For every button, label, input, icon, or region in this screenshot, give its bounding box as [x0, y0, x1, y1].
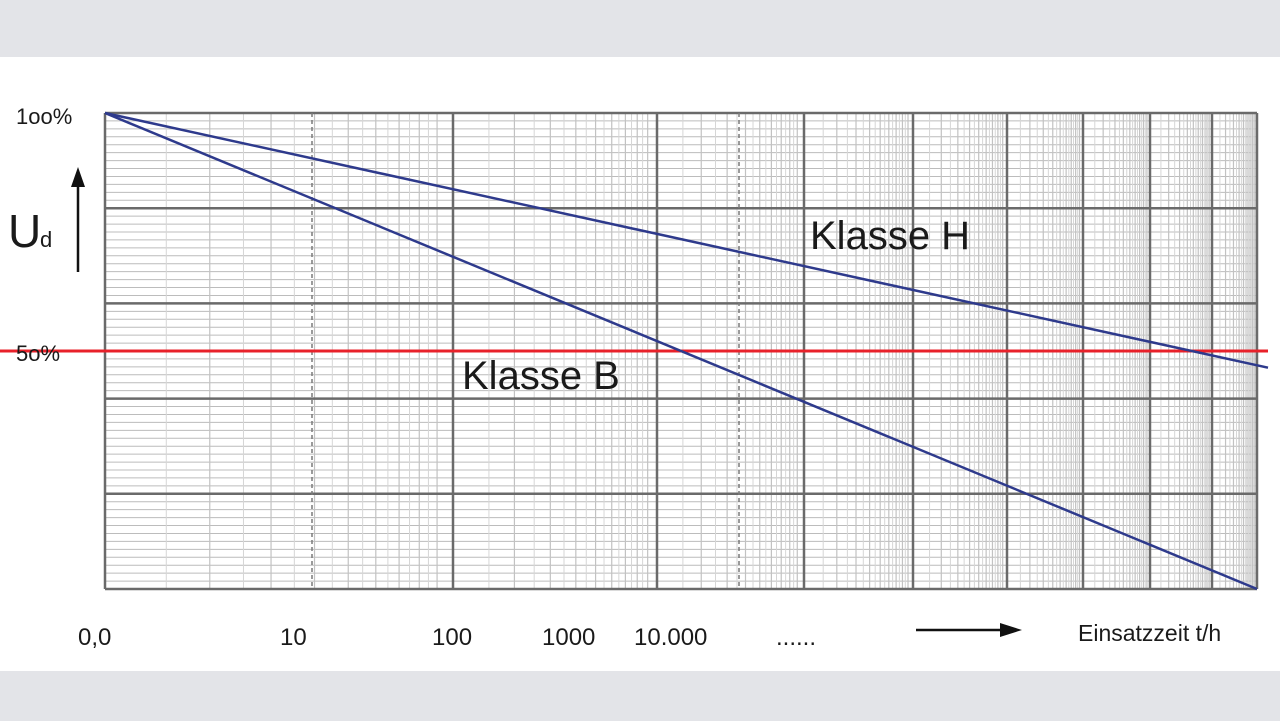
chart-frame: 1oo% 5o% U d Klasse H Klasse B 0,0 10 10… [0, 57, 1280, 671]
series-label-klasse-h: Klasse H [810, 214, 970, 258]
y-axis-arrow-head [71, 167, 85, 187]
x-tick-10000: 10.000 [634, 624, 707, 651]
y-axis-label-subscript: d [40, 227, 52, 252]
x-tick-1000: 1000 [542, 624, 595, 651]
x-tick-100: 100 [432, 624, 472, 651]
series-line-klasse-h [104, 111, 1269, 369]
x-axis-label: Einsatzzeit t/h [1078, 620, 1221, 646]
y-tick-50: 5o% [16, 341, 60, 366]
x-axis-arrow-head [1000, 623, 1022, 637]
series-layer [0, 111, 1269, 591]
y-axis-label: U [8, 205, 41, 257]
x-tick-0: 0,0 [78, 624, 111, 651]
series-label-klasse-b: Klasse B [462, 354, 620, 398]
x-tick-ellipsis: ...... [776, 624, 816, 651]
series-line-klasse-b [104, 111, 1258, 591]
chart: 1oo% 5o% U d Klasse H Klasse B 0,0 10 10… [0, 104, 1269, 651]
x-tick-10: 10 [280, 624, 307, 651]
y-tick-100: 1oo% [16, 104, 72, 129]
